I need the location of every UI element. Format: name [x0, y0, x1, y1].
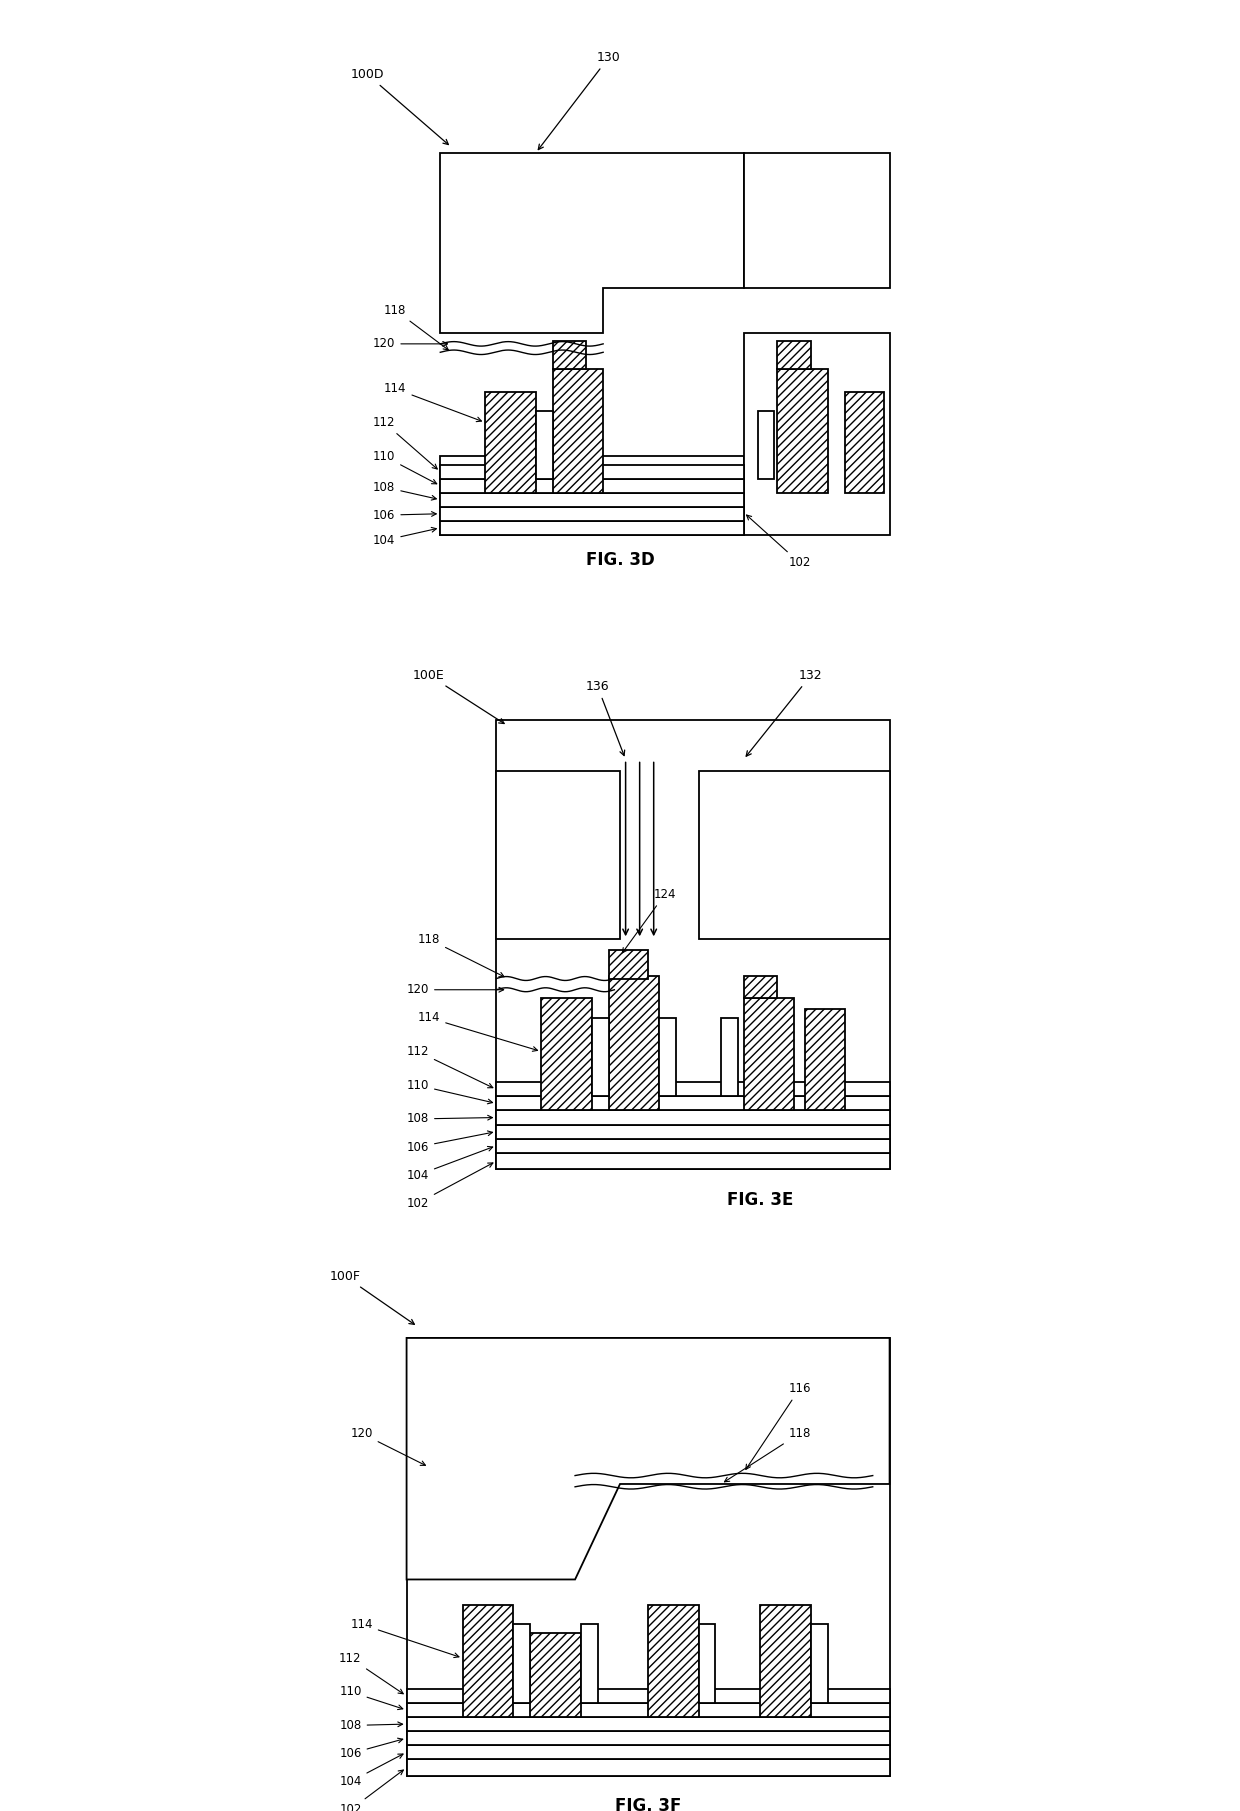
Text: 118: 118 [724, 1427, 811, 1481]
Bar [407, 1731, 889, 1746]
Bar [811, 1624, 828, 1702]
Text: 100E: 100E [413, 668, 505, 724]
Bar [542, 998, 591, 1110]
Bar [744, 998, 794, 1110]
Bar [496, 771, 620, 940]
Text: 116: 116 [745, 1382, 811, 1469]
Text: 118: 118 [418, 933, 505, 976]
Text: FIG. 3D: FIG. 3D [585, 551, 655, 569]
Bar [407, 1746, 889, 1758]
Bar [513, 1624, 531, 1702]
Bar [440, 456, 744, 534]
Text: 106: 106 [407, 1130, 492, 1154]
Bar [609, 976, 660, 1110]
Text: 132: 132 [746, 668, 823, 757]
Bar [463, 1605, 513, 1717]
Text: 136: 136 [585, 679, 625, 755]
Text: 130: 130 [538, 51, 621, 150]
Bar [609, 951, 649, 978]
Bar [649, 1605, 698, 1717]
Polygon shape [440, 152, 744, 333]
Bar [744, 333, 889, 534]
Bar [536, 411, 553, 478]
Bar [591, 1018, 609, 1096]
Bar [580, 1624, 598, 1702]
Text: 112: 112 [407, 1045, 492, 1088]
Text: 100D: 100D [351, 67, 449, 145]
Bar [496, 1125, 889, 1139]
Polygon shape [744, 152, 889, 288]
Text: 110: 110 [340, 1686, 403, 1710]
Text: 114: 114 [384, 382, 481, 422]
Bar [496, 1139, 889, 1152]
Bar [440, 522, 744, 534]
Bar [485, 391, 536, 493]
Polygon shape [407, 1338, 889, 1579]
Bar [496, 1152, 889, 1170]
Bar [553, 369, 603, 493]
Bar [440, 493, 744, 507]
Bar [805, 1009, 844, 1110]
Text: 114: 114 [351, 1617, 459, 1657]
Text: 108: 108 [373, 480, 436, 500]
Text: 120: 120 [351, 1427, 425, 1465]
Text: 100F: 100F [330, 1270, 414, 1324]
Text: 120: 120 [373, 337, 448, 350]
Bar [844, 391, 884, 493]
Bar [407, 1338, 889, 1777]
Text: 110: 110 [407, 1079, 492, 1103]
Bar [531, 1634, 580, 1717]
Text: 102: 102 [746, 514, 811, 569]
Text: 108: 108 [407, 1112, 492, 1125]
Bar [758, 411, 775, 478]
Text: 118: 118 [384, 304, 449, 350]
Text: 106: 106 [373, 509, 436, 522]
Text: 114: 114 [418, 1011, 537, 1050]
Bar [407, 1717, 889, 1731]
Text: 110: 110 [373, 449, 436, 484]
Bar [760, 1605, 811, 1717]
Bar [553, 340, 587, 369]
Text: 112: 112 [373, 417, 438, 469]
Bar [744, 976, 777, 998]
Bar [722, 1018, 738, 1096]
Text: 104: 104 [373, 527, 436, 547]
Bar [660, 1018, 676, 1096]
Bar [698, 1624, 715, 1702]
Text: 102: 102 [340, 1769, 403, 1811]
Text: 124: 124 [622, 887, 676, 953]
Text: FIG. 3E: FIG. 3E [727, 1192, 794, 1208]
Text: 104: 104 [340, 1755, 403, 1787]
Bar [440, 478, 744, 493]
Bar [407, 1690, 889, 1702]
Bar [496, 1083, 889, 1096]
Text: 102: 102 [407, 1163, 492, 1210]
Bar [496, 1110, 889, 1125]
Bar [440, 465, 744, 478]
Text: 106: 106 [340, 1739, 403, 1760]
Bar [777, 369, 828, 493]
Bar [698, 771, 889, 940]
Bar [496, 721, 889, 1170]
Bar [407, 1758, 889, 1777]
Text: 104: 104 [407, 1146, 492, 1181]
Bar [440, 507, 744, 522]
Bar [496, 1096, 889, 1110]
Bar [407, 1702, 889, 1717]
Text: 108: 108 [340, 1719, 403, 1731]
Text: 112: 112 [340, 1652, 403, 1693]
Bar [777, 340, 811, 369]
Text: 120: 120 [407, 983, 503, 996]
Text: FIG. 3F: FIG. 3F [615, 1797, 681, 1811]
